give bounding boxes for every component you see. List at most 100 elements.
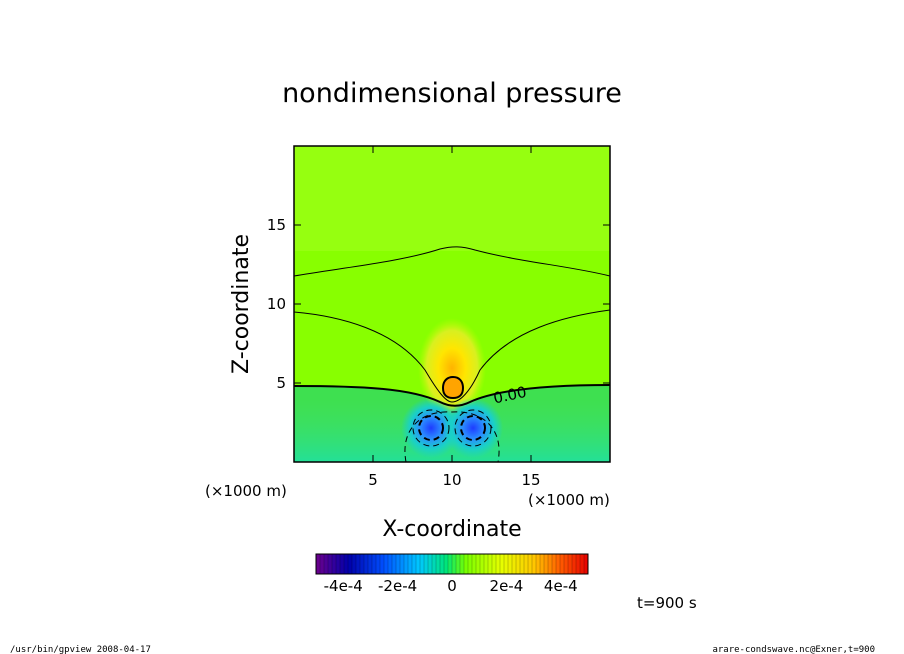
colorbar-segment — [420, 554, 425, 574]
colorbar-segment — [544, 554, 549, 574]
colorbar-segment — [408, 554, 413, 574]
time-label: t=900 s — [637, 594, 697, 612]
colorbar-segment — [348, 554, 353, 574]
colorbar-segment — [528, 554, 533, 574]
colorbar-segment — [320, 554, 325, 574]
colorbar-segment — [520, 554, 525, 574]
colorbar — [316, 554, 589, 574]
colorbar-segment — [328, 554, 333, 574]
colorbar-segment — [464, 554, 469, 574]
colorbar-segment — [360, 554, 365, 574]
colorbar-segment — [548, 554, 553, 574]
contour-line-middle — [294, 309, 610, 403]
colorbar-segment — [436, 554, 441, 574]
colorbar-segment — [508, 554, 513, 574]
y-tick-label: 15 — [267, 216, 286, 234]
colorbar-segment — [388, 554, 393, 574]
colorbar-segment — [456, 554, 461, 574]
colorbar-segment — [324, 554, 329, 574]
x-axis-unit-label: (×1000 m) — [528, 491, 610, 509]
contour-line-upper — [294, 246, 610, 277]
x-axis-ticks: 5 10 15 — [368, 146, 541, 489]
colorbar-segment — [400, 554, 405, 574]
colorbar-segment — [396, 554, 401, 574]
upper-field — [294, 146, 610, 251]
colorbar-segment — [424, 554, 429, 574]
colorbar-segment — [536, 554, 541, 574]
colorbar-segment — [568, 554, 573, 574]
colorbar-segment — [344, 554, 349, 574]
colorbar-segment — [356, 554, 361, 574]
colorbar-segment — [504, 554, 509, 574]
x-axis-label: X-coordinate — [382, 517, 521, 542]
y-axis-label: Z-coordinate — [229, 234, 254, 374]
colorbar-segment — [332, 554, 337, 574]
low-pressure-center-right — [443, 398, 503, 458]
low-pressure-center-left — [401, 398, 461, 458]
colorbar-tick-label: -2e-4 — [378, 577, 417, 595]
colorbar-segment — [496, 554, 501, 574]
colorbar-segment — [364, 554, 369, 574]
colorbar-segment — [552, 554, 557, 574]
colorbar-segment — [584, 554, 589, 574]
low-contour-inner-left — [418, 415, 444, 441]
x-tick-label: 10 — [442, 471, 461, 489]
colorbar-segment — [468, 554, 473, 574]
y-axis-ticks: 5 10 15 — [267, 216, 610, 392]
colorbar-segment — [564, 554, 569, 574]
colorbar-segment — [416, 554, 421, 574]
plot-area — [294, 146, 610, 462]
colorbar-frame — [315, 553, 589, 575]
colorbar-segment — [352, 554, 357, 574]
colorbar-segment — [372, 554, 377, 574]
colorbar-segment — [404, 554, 409, 574]
colorbar-segment — [452, 554, 457, 574]
colorbar-segment — [368, 554, 373, 574]
colorbar-segment — [532, 554, 537, 574]
colorbar-segment — [340, 554, 345, 574]
colorbar-segment — [576, 554, 581, 574]
colorbar-segment — [440, 554, 445, 574]
colorbar-segment — [444, 554, 449, 574]
footer-right: arare-condswave.nc@Exner,t=900 — [712, 645, 875, 654]
colorbar-segment — [492, 554, 497, 574]
colorbar-segment — [392, 554, 397, 574]
colorbar-segment — [448, 554, 453, 574]
colorbar-segment — [428, 554, 433, 574]
zero-contour-line — [294, 384, 610, 407]
colorbar-tick-label: -4e-4 — [324, 577, 363, 595]
colorbar-segment — [432, 554, 437, 574]
colorbar-segment — [488, 554, 493, 574]
footer-left: /usr/bin/gpview 2008-04-17 — [10, 645, 151, 654]
colorbar-segment — [472, 554, 477, 574]
colorbar-segment — [540, 554, 545, 574]
y-tick-label: 10 — [267, 295, 286, 313]
colorbar-segment — [412, 554, 417, 574]
colorbar-segment — [480, 554, 485, 574]
colorbar-segment — [512, 554, 517, 574]
colorbar-segment — [500, 554, 505, 574]
colorbar-segment — [376, 554, 381, 574]
colorbar-segment — [316, 554, 321, 574]
high-pressure-center — [418, 318, 486, 418]
colorbar-tick-label: 4e-4 — [544, 577, 578, 595]
colorbar-tick-label: 0 — [447, 577, 457, 595]
low-contour-mid-left — [412, 409, 450, 447]
x-tick-label: 5 — [368, 471, 378, 489]
colorbar-segment — [484, 554, 489, 574]
y-axis-unit-label: (×1000 m) — [205, 482, 287, 500]
colorbar-segment — [380, 554, 385, 574]
colorbar-segment — [336, 554, 341, 574]
colorbar-segment — [476, 554, 481, 574]
colorbar-tick-label: 2e-4 — [490, 577, 524, 595]
colorbar-segment — [580, 554, 585, 574]
colorbar-segment — [572, 554, 577, 574]
colorbar-segment — [556, 554, 561, 574]
colorbar-segment — [560, 554, 565, 574]
low-contour-mid-right — [454, 409, 492, 447]
colorbar-tick-labels: -4e-4 -2e-4 0 2e-4 4e-4 — [324, 577, 578, 595]
low-contour-outer — [404, 411, 500, 462]
low-contour-inner-right — [460, 415, 486, 441]
x-tick-label: 15 — [521, 471, 540, 489]
